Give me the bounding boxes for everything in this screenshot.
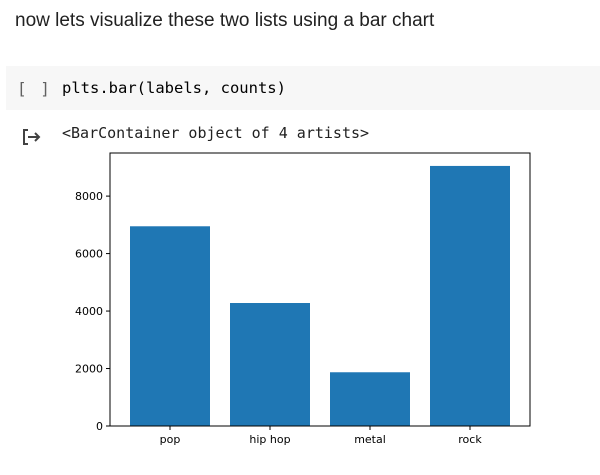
markdown-text: now lets visualize these two lists using… bbox=[15, 10, 435, 31]
y-tick-label: 2000 bbox=[75, 363, 103, 376]
y-tick-label: 4000 bbox=[75, 305, 103, 318]
bar-hip-hop bbox=[230, 303, 310, 426]
bar-pop bbox=[130, 226, 210, 426]
x-tick-label: rock bbox=[458, 433, 482, 446]
output-text: <BarContainer object of 4 artists> bbox=[62, 124, 370, 142]
bar-rock bbox=[430, 165, 510, 426]
bar-chart: 0 2000 4000 6000 8000 pop hip hop metal rock bbox=[75, 152, 531, 446]
y-tick-label: 8000 bbox=[75, 190, 103, 203]
x-tick-label: pop bbox=[160, 433, 181, 446]
y-axis-ticks: 0 2000 4000 6000 8000 bbox=[75, 190, 110, 433]
x-tick-label: hip hop bbox=[249, 433, 290, 446]
bar-metal bbox=[330, 372, 410, 426]
chart-bars bbox=[130, 165, 510, 426]
x-tick-label: metal bbox=[354, 433, 386, 446]
y-tick-label: 0 bbox=[96, 420, 103, 433]
run-cell-button[interactable]: [ ] bbox=[17, 79, 52, 98]
code-text[interactable]: plts.bar(labels, counts) bbox=[62, 79, 286, 97]
output-arrow-icon[interactable] bbox=[22, 127, 44, 147]
code-cell[interactable]: [ ] plts.bar(labels, counts) bbox=[6, 66, 600, 110]
plot-frame bbox=[109, 152, 531, 427]
y-tick-label: 6000 bbox=[75, 248, 103, 261]
x-axis-ticks: pop hip hop metal rock bbox=[160, 426, 482, 446]
